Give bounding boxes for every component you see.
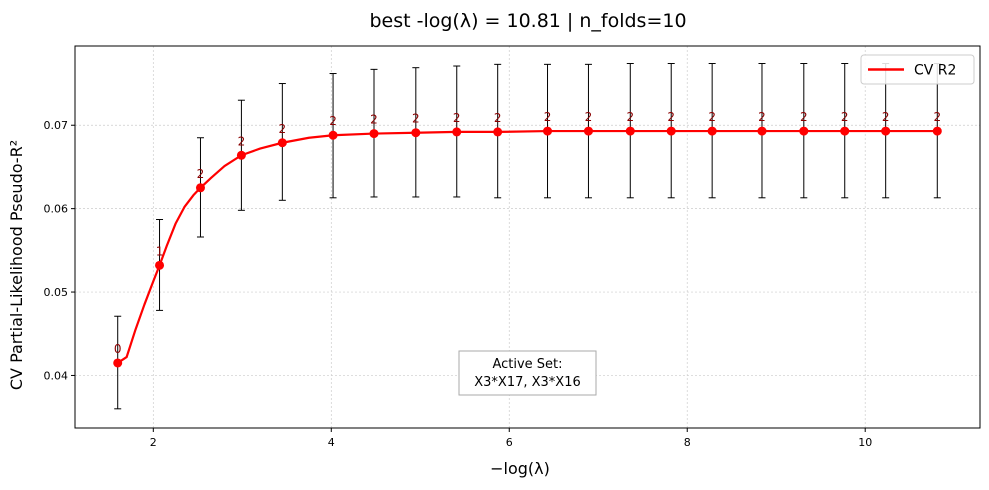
data-point <box>277 138 287 148</box>
active-count-label: 2 <box>708 110 716 124</box>
legend-label: CV R2 <box>914 63 956 79</box>
active-count-label: 2 <box>882 110 890 124</box>
active-count-label: 2 <box>544 110 552 124</box>
active-count-label: 1 <box>156 244 164 258</box>
active-count-label: 2 <box>933 110 941 124</box>
data-point <box>799 126 809 136</box>
active-count-label: 2 <box>279 122 287 136</box>
data-point <box>757 126 767 136</box>
legend: CV R2 <box>860 54 975 85</box>
data-point <box>932 126 942 136</box>
data-point <box>452 127 462 137</box>
active-count-label: 2 <box>329 114 337 128</box>
active-set-annotation: Active Set: X3*X17, X3*X16 <box>458 350 597 396</box>
curve-layer <box>117 129 938 364</box>
annotation-line-1: Active Set: <box>492 357 562 372</box>
y-axis-ticks: 0.04 0.05 0.06 0.07 <box>44 119 75 382</box>
active-count-labels: 0 1 2 2 2 2 2 2 2 2 2 2 2 2 2 2 2 2 2 2 <box>114 110 941 356</box>
data-point <box>236 150 246 160</box>
active-count-label: 2 <box>494 111 502 125</box>
plot-frame <box>74 45 981 429</box>
active-count-label: 2 <box>453 111 461 125</box>
data-point <box>113 358 123 368</box>
x-axis-label: −log(λ) <box>490 459 550 478</box>
data-point <box>411 128 421 138</box>
active-count-label: 2 <box>841 110 849 124</box>
data-point <box>707 126 717 136</box>
data-point <box>155 260 165 270</box>
active-count-label: 2 <box>800 110 808 124</box>
x-tick-label: 2 <box>150 436 157 449</box>
active-count-label: 2 <box>758 110 766 124</box>
markers <box>113 126 942 368</box>
data-point <box>543 126 553 136</box>
active-count-label: 0 <box>114 342 122 356</box>
x-axis-ticks: 2 4 6 8 10 <box>150 428 872 449</box>
data-point <box>195 183 205 193</box>
active-count-label: 2 <box>370 113 378 127</box>
data-point <box>840 126 850 136</box>
y-tick-label: 0.06 <box>44 203 69 216</box>
data-point <box>583 126 593 136</box>
cv-r2-line <box>117 129 938 364</box>
active-count-label: 2 <box>238 134 246 148</box>
active-count-label: 2 <box>197 167 205 181</box>
data-point <box>666 126 676 136</box>
x-tick-label: 8 <box>684 436 691 449</box>
active-count-label: 2 <box>585 110 593 124</box>
annotation-line-2: X3*X17, X3*X16 <box>474 375 581 390</box>
active-count-label: 2 <box>412 112 420 126</box>
x-tick-label: 6 <box>506 436 513 449</box>
x-tick-label: 4 <box>328 436 335 449</box>
data-point <box>881 126 891 136</box>
active-count-label: 2 <box>626 110 634 124</box>
y-tick-label: 0.05 <box>44 286 69 299</box>
annotation-box <box>458 350 597 396</box>
legend-box <box>860 54 975 85</box>
data-point <box>493 127 503 137</box>
chart-title: best -log(λ) = 10.81 | n_folds=10 <box>369 10 686 32</box>
data-point <box>328 130 338 140</box>
x-tick-label: 10 <box>858 436 872 449</box>
data-point <box>625 126 635 136</box>
data-point <box>369 129 379 139</box>
active-count-label: 2 <box>667 110 675 124</box>
y-axis-label: CV Partial-Likelihood Pseudo-R² <box>7 140 26 390</box>
y-tick-label: 0.07 <box>44 119 69 132</box>
y-tick-label: 0.04 <box>44 369 69 382</box>
